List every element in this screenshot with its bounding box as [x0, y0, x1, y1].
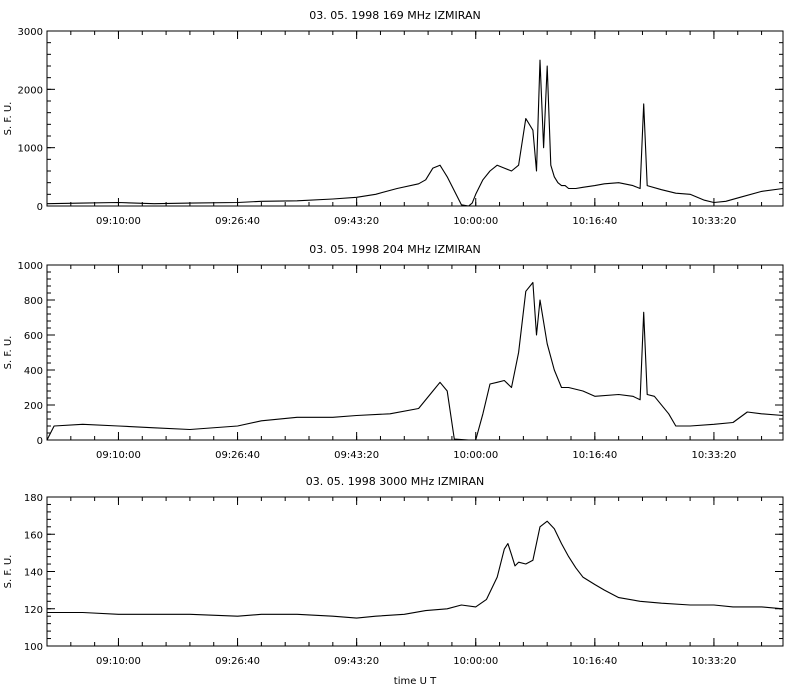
x-axis-label: time U T	[394, 676, 437, 687]
x-tick-label: 10:00:00	[453, 656, 498, 667]
plot-frame	[46, 496, 784, 647]
y-tick-label: 0	[37, 202, 43, 213]
series-line-1	[47, 520, 784, 619]
x-tick-label: 10:16:40	[572, 450, 617, 461]
x-tick-label: 10:16:40	[572, 656, 617, 667]
panel-1: 03. 05. 1998 169 MHz IZMIRAN S. F. U. 0 100…	[3, 9, 784, 227]
x-tick-label: 10:00:00	[453, 216, 498, 227]
x-tick-label: 10:16:40	[572, 216, 617, 227]
x-tick-label: 10:00:00	[453, 450, 498, 461]
y-tick-label: 3000	[18, 27, 43, 38]
x-tick-label: 09:43:20	[334, 216, 379, 227]
x-tick-label: 09:10:00	[96, 216, 141, 227]
y-tick-label: 400	[24, 366, 43, 377]
y-tick-label: 180	[24, 493, 43, 504]
y-axis-label: S. F. U.	[3, 336, 14, 370]
chart-title: 03. 05. 1998 204 MHz IZMIRAN	[309, 243, 480, 256]
y-tick-label: 0	[37, 436, 43, 447]
x-tick-label: 10:33:20	[691, 656, 736, 667]
y-axis-label: S. F. U.	[3, 555, 14, 589]
y-tick-label: 100	[24, 642, 43, 653]
y-tick-label: 140	[24, 568, 43, 579]
x-tick-label: 09:26:40	[215, 450, 260, 461]
series-line-1	[46, 59, 784, 207]
x-tick-label: 09:10:00	[96, 450, 141, 461]
x-tick-label: 09:10:00	[96, 656, 141, 667]
chart-title: 03. 05. 1998 169 MHz IZMIRAN	[309, 9, 480, 22]
plot-frame	[46, 30, 784, 207]
y-tick-label: 120	[24, 605, 43, 616]
series-line-1	[46, 281, 784, 441]
x-tick-label: 09:43:20	[334, 656, 379, 667]
plot-frame	[46, 264, 784, 441]
y-tick-label: 600	[24, 331, 43, 342]
x-tick-label: 09:26:40	[215, 216, 260, 227]
x-tick-label: 09:43:20	[334, 450, 379, 461]
chart-title: 03. 05. 1998 3000 MHz IZMIRAN	[306, 475, 484, 488]
y-tick-label: 1000	[18, 261, 43, 272]
y-tick-label: 800	[24, 296, 43, 307]
panel-3: 03. 05. 1998 3000 MHz IZMIRAN S. F. U. 100…	[3, 475, 784, 667]
x-tick-label: 10:33:20	[691, 450, 736, 461]
y-axis-label: S. F. U.	[3, 102, 14, 136]
y-tick-label: 2000	[18, 85, 43, 96]
y-tick-label: 1000	[18, 144, 43, 155]
y-tick-label: 160	[24, 530, 43, 541]
y-tick-label: 200	[24, 401, 43, 412]
x-tick-label: 09:26:40	[215, 656, 260, 667]
panel-2: 03. 05. 1998 204 MHz IZMIRAN S. F. U. 0 200…	[3, 243, 784, 461]
x-tick-label: 10:33:20	[691, 216, 736, 227]
